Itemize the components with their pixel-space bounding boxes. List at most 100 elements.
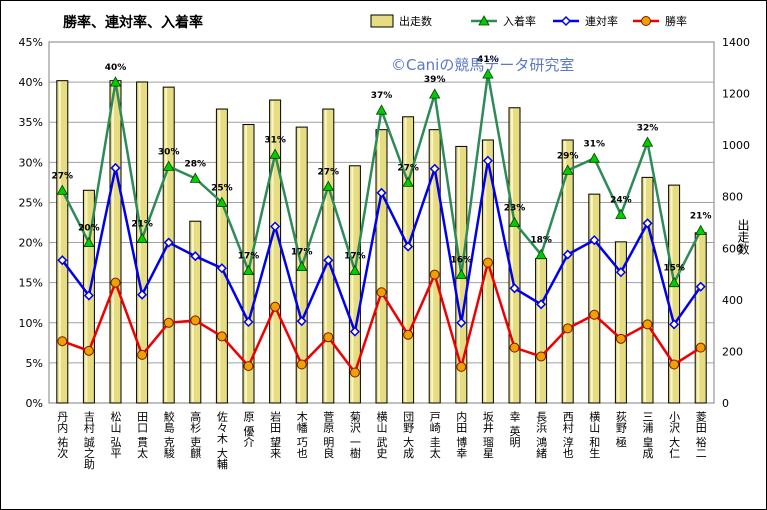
- marker-diamond: [376, 187, 387, 198]
- category-label: 菱田 裕二: [694, 411, 707, 459]
- marker-diamond: [560, 15, 572, 27]
- y-tick-label: 15%: [19, 277, 43, 290]
- marker-triangle: [402, 176, 414, 187]
- category-label: 木幡 巧也: [295, 411, 308, 459]
- category-label: 松山 弘平: [109, 410, 122, 459]
- marker-triangle: [349, 264, 361, 276]
- y-tick-label: 30%: [19, 156, 43, 169]
- data-label: 30%: [158, 147, 180, 157]
- marker-circle: [403, 329, 414, 340]
- marker-triangle: [429, 88, 441, 99]
- bar-runs: [56, 80, 69, 404]
- y-tick-label: 0%: [26, 397, 43, 410]
- marker-circle: [190, 315, 201, 326]
- bar-runs: [428, 129, 441, 404]
- bar-runs: [481, 139, 494, 404]
- category-label: 田口 貫太: [136, 411, 149, 459]
- bar-runs: [668, 184, 681, 404]
- marker-diamond: [509, 283, 520, 294]
- y2-tick-label: 600: [722, 242, 743, 255]
- marker-diamond: [589, 235, 600, 246]
- data-label: 17%: [344, 252, 366, 262]
- marker-diamond: [695, 281, 706, 292]
- category-label: 横山 和生: [588, 410, 601, 459]
- data-label: 27%: [397, 163, 419, 173]
- bar-runs: [402, 116, 415, 404]
- marker-diamond: [562, 249, 573, 260]
- marker-diamond: [403, 241, 414, 252]
- marker-circle: [323, 332, 334, 343]
- bar-runs: [109, 80, 122, 404]
- marker-triangle: [83, 236, 95, 247]
- marker-diamond: [482, 155, 493, 166]
- data-label: 32%: [637, 123, 659, 133]
- marker-diamond: [429, 163, 440, 174]
- data-label: 18%: [530, 236, 552, 246]
- y2-tick-label: 1000: [722, 139, 750, 152]
- marker-triangle: [535, 248, 547, 259]
- bar-runs: [614, 241, 627, 404]
- marker-triangle: [478, 15, 490, 26]
- marker-diamond: [296, 316, 307, 327]
- marker-diamond: [615, 267, 626, 278]
- y2-tick-label: 1400: [722, 36, 750, 49]
- category-label: 西村 淳也: [561, 411, 574, 459]
- data-label: 41%: [477, 55, 499, 65]
- category-label: 佐々木 大輔: [215, 410, 228, 470]
- category-label: 吉村 誠之助: [82, 411, 95, 470]
- marker-diamond: [642, 218, 653, 229]
- data-label: 27%: [318, 167, 340, 177]
- bar-runs: [508, 107, 521, 404]
- category-label: 原 優介: [242, 411, 255, 448]
- marker-diamond: [137, 289, 148, 300]
- marker-circle: [83, 345, 94, 356]
- marker-triangle: [615, 208, 627, 219]
- marker-circle: [376, 287, 387, 298]
- marker-diamond: [669, 319, 680, 330]
- bar-runs: [242, 124, 255, 404]
- marker-diamond: [349, 326, 360, 337]
- legend-label: 勝率: [665, 14, 687, 28]
- data-label: 39%: [424, 75, 446, 85]
- marker-triangle: [455, 268, 467, 280]
- marker-triangle: [189, 172, 201, 183]
- bar-runs: [588, 193, 601, 404]
- marker-triangle: [375, 104, 388, 115]
- marker-triangle: [242, 264, 255, 276]
- marker-circle: [296, 359, 307, 370]
- marker-circle: [641, 16, 651, 26]
- chart-title: 勝率、連対率、入着率: [63, 14, 203, 31]
- marker-circle: [216, 331, 227, 342]
- marker-triangle: [641, 136, 654, 147]
- marker-circle: [163, 317, 174, 328]
- marker-triangle: [695, 224, 707, 235]
- y2-tick-label: 200: [722, 345, 743, 358]
- data-label: 17%: [291, 248, 313, 258]
- marker-diamond: [243, 316, 254, 328]
- category-label: 高杉 吏麒: [189, 410, 202, 459]
- bar-runs: [215, 108, 228, 404]
- data-label: 24%: [610, 195, 632, 205]
- marker-diamond: [190, 251, 201, 262]
- watermark: ©Caniの競馬データ研究室: [391, 56, 574, 74]
- marker-diamond: [216, 263, 227, 274]
- marker-diamond: [323, 255, 334, 266]
- y-tick-label: 5%: [26, 357, 43, 370]
- marker-diamond: [536, 299, 547, 310]
- marker-circle: [482, 257, 493, 268]
- bar-runs: [348, 165, 361, 404]
- marker-circle: [509, 342, 520, 353]
- marker-triangle: [56, 184, 68, 195]
- marker-triangle: [482, 68, 494, 79]
- data-label: 27%: [52, 171, 74, 181]
- marker-circle: [669, 359, 680, 370]
- category-label: 幸 英明: [508, 411, 521, 448]
- marker-circle: [137, 349, 148, 360]
- data-label: 25%: [211, 183, 233, 193]
- marker-circle: [536, 351, 547, 362]
- data-label: 20%: [78, 224, 100, 234]
- marker-diamond: [83, 290, 94, 301]
- y2-tick-label: 800: [722, 191, 743, 204]
- data-label: 31%: [584, 139, 606, 149]
